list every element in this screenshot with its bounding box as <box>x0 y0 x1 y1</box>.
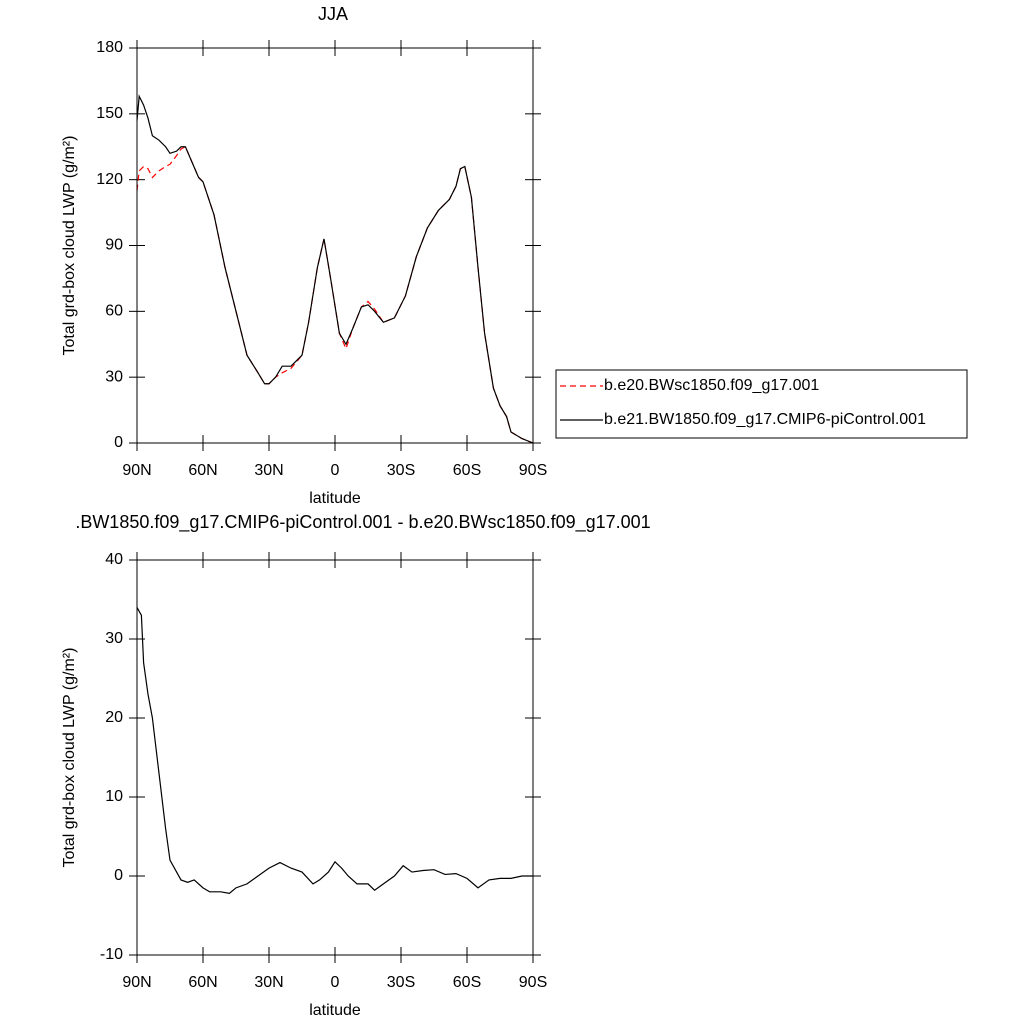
legend-label: b.e21.BW1850.f09_g17.CMIP6-piControl.001 <box>604 411 926 428</box>
y-tick-label: 90 <box>105 237 123 254</box>
y-tick-label: 30 <box>105 368 123 385</box>
x-tick-label: 60N <box>188 974 217 991</box>
data-line <box>136 145 534 444</box>
legend-box <box>555 369 968 439</box>
y-tick-label: 0 <box>114 867 123 884</box>
data-line <box>136 94 534 444</box>
x-tick-label: 30N <box>254 974 283 991</box>
legend-label: b.e20.BWsc1850.f09_g17.001 <box>604 377 819 394</box>
y-tick-label: 0 <box>114 434 123 451</box>
y-axis-label: Total grd-box cloud LWP (g/m²) <box>61 136 78 356</box>
x-tick-label: 60N <box>188 462 217 479</box>
x-axis-label: latitude <box>309 490 361 507</box>
x-tick-label: 90N <box>122 462 151 479</box>
x-tick-label: 90N <box>122 974 151 991</box>
chart-title: JJA <box>318 4 348 24</box>
x-tick-label: 90S <box>519 974 547 991</box>
y-tick-label: 40 <box>105 551 123 568</box>
x-tick-label: 30S <box>387 462 415 479</box>
x-tick-label: 60S <box>453 974 481 991</box>
x-axis-label: latitude <box>309 1002 361 1019</box>
x-tick-label: 60S <box>453 462 481 479</box>
x-tick-label: 0 <box>331 974 340 991</box>
chart-title: .BW1850.f09_g17.CMIP6-piControl.001 - b.… <box>75 512 650 533</box>
y-tick-label: 20 <box>105 709 123 726</box>
x-tick-label: 30S <box>387 974 415 991</box>
data-line <box>136 607 533 895</box>
y-tick-label: 10 <box>105 788 123 805</box>
legend: b.e20.BWsc1850.f09_g17.001 b.e21.BW1850.f… <box>555 369 968 439</box>
y-tick-label: 180 <box>96 39 123 56</box>
x-tick-label: 0 <box>331 462 340 479</box>
y-axis-label: Total grd-box cloud LWP (g/m²) <box>61 648 78 868</box>
plot-frame <box>136 559 534 956</box>
x-tick-label: 90S <box>519 462 547 479</box>
y-tick-label: 30 <box>105 630 123 647</box>
plot-frame <box>136 47 534 444</box>
x-tick-label: 30N <box>254 462 283 479</box>
y-tick-label: 150 <box>96 105 123 122</box>
y-tick-label: 60 <box>105 303 123 320</box>
y-tick-label: 120 <box>96 171 123 188</box>
y-tick-label: -10 <box>100 946 123 963</box>
